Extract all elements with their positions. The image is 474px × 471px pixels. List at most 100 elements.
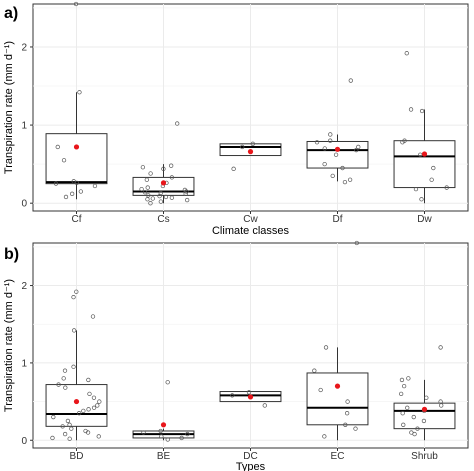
box-body	[45, 384, 108, 427]
y-axis-title: Transpiration rate (mm d⁻¹)	[3, 41, 15, 174]
data-point	[86, 407, 91, 412]
mean-point	[160, 422, 167, 428]
data-point	[439, 403, 444, 408]
x-axis-title: Types	[236, 461, 266, 471]
x-tick-label: BE	[157, 451, 171, 462]
data-point	[328, 132, 333, 137]
x-tick-label: Dw	[417, 214, 432, 225]
data-point	[340, 165, 345, 171]
data-point	[415, 426, 420, 431]
data-point	[344, 411, 350, 416]
data-point	[184, 189, 189, 194]
mean-point	[73, 398, 80, 405]
data-point	[69, 426, 74, 431]
data-point	[55, 144, 60, 150]
data-point	[71, 328, 77, 333]
data-point	[78, 189, 84, 194]
data-point	[185, 431, 190, 437]
box-BE	[132, 380, 195, 442]
data-point	[67, 436, 72, 441]
data-point	[240, 144, 245, 150]
data-point	[70, 191, 75, 196]
box-Df	[306, 78, 369, 185]
data-point	[342, 179, 348, 185]
x-tick-label: Cf	[72, 214, 82, 225]
data-point	[314, 140, 320, 145]
mean-point	[247, 394, 254, 400]
data-point	[354, 240, 359, 246]
data-point	[411, 414, 416, 420]
data-point	[424, 395, 429, 400]
data-point	[51, 414, 56, 420]
data-point	[250, 141, 255, 146]
mean-point	[334, 383, 341, 389]
mean-point	[421, 406, 428, 412]
data-point	[71, 295, 76, 300]
y-tick-label: 2	[21, 42, 27, 53]
box-body	[393, 140, 456, 189]
x-tick-label: Df	[333, 214, 343, 225]
data-point	[165, 380, 170, 385]
data-point	[87, 391, 92, 396]
box-Cf	[45, 1, 108, 200]
mean-point	[160, 180, 167, 186]
data-point	[150, 196, 155, 201]
data-point	[65, 418, 71, 424]
data-point	[53, 181, 59, 186]
panel-label: b)	[4, 246, 19, 263]
data-point	[322, 161, 327, 167]
data-point	[400, 411, 405, 416]
box-Cs	[132, 121, 195, 206]
data-point	[419, 197, 424, 202]
x-tick-label: Cw	[243, 214, 258, 225]
data-point	[175, 121, 180, 126]
data-point	[405, 405, 410, 410]
panel-label: a)	[4, 5, 18, 22]
data-point	[354, 147, 359, 153]
x-axis-title: Climate classes	[212, 225, 290, 237]
data-point	[90, 314, 96, 319]
data-point	[412, 431, 417, 437]
data-point	[142, 190, 148, 195]
data-point	[431, 165, 436, 171]
y-tick-label: 2	[21, 281, 27, 292]
data-point	[74, 180, 79, 186]
data-point	[401, 383, 407, 389]
box-Shrub	[393, 345, 456, 441]
mean-point	[334, 146, 341, 152]
data-point	[169, 163, 174, 168]
data-point	[71, 364, 76, 369]
data-point	[91, 405, 97, 410]
data-point	[345, 399, 350, 404]
data-point	[161, 166, 166, 171]
y-axis-title: Transpiration rate (mm d⁻¹)	[3, 279, 15, 412]
data-point	[62, 431, 68, 437]
y-tick-label: 1	[21, 358, 27, 369]
data-point	[91, 395, 97, 400]
x-tick-label: Shrub	[411, 451, 438, 462]
data-point	[438, 399, 443, 404]
box-body	[306, 372, 369, 426]
data-point	[185, 197, 190, 203]
data-point	[322, 146, 327, 151]
data-point	[157, 194, 162, 199]
data-point	[141, 430, 146, 435]
y-tick-label: 1	[21, 121, 27, 132]
data-point	[159, 434, 164, 439]
data-point	[169, 175, 175, 180]
data-point	[183, 191, 188, 196]
data-point	[77, 90, 82, 95]
data-point	[330, 173, 335, 178]
data-point	[67, 422, 72, 427]
y-tick-label: 0	[21, 199, 27, 210]
data-point	[246, 390, 252, 395]
data-point	[406, 376, 411, 381]
data-point	[413, 186, 419, 192]
data-point	[63, 194, 69, 200]
data-point	[85, 430, 91, 435]
x-tick-label: EC	[331, 451, 345, 462]
data-point	[63, 385, 68, 390]
data-point	[62, 368, 68, 373]
data-point	[165, 437, 170, 442]
